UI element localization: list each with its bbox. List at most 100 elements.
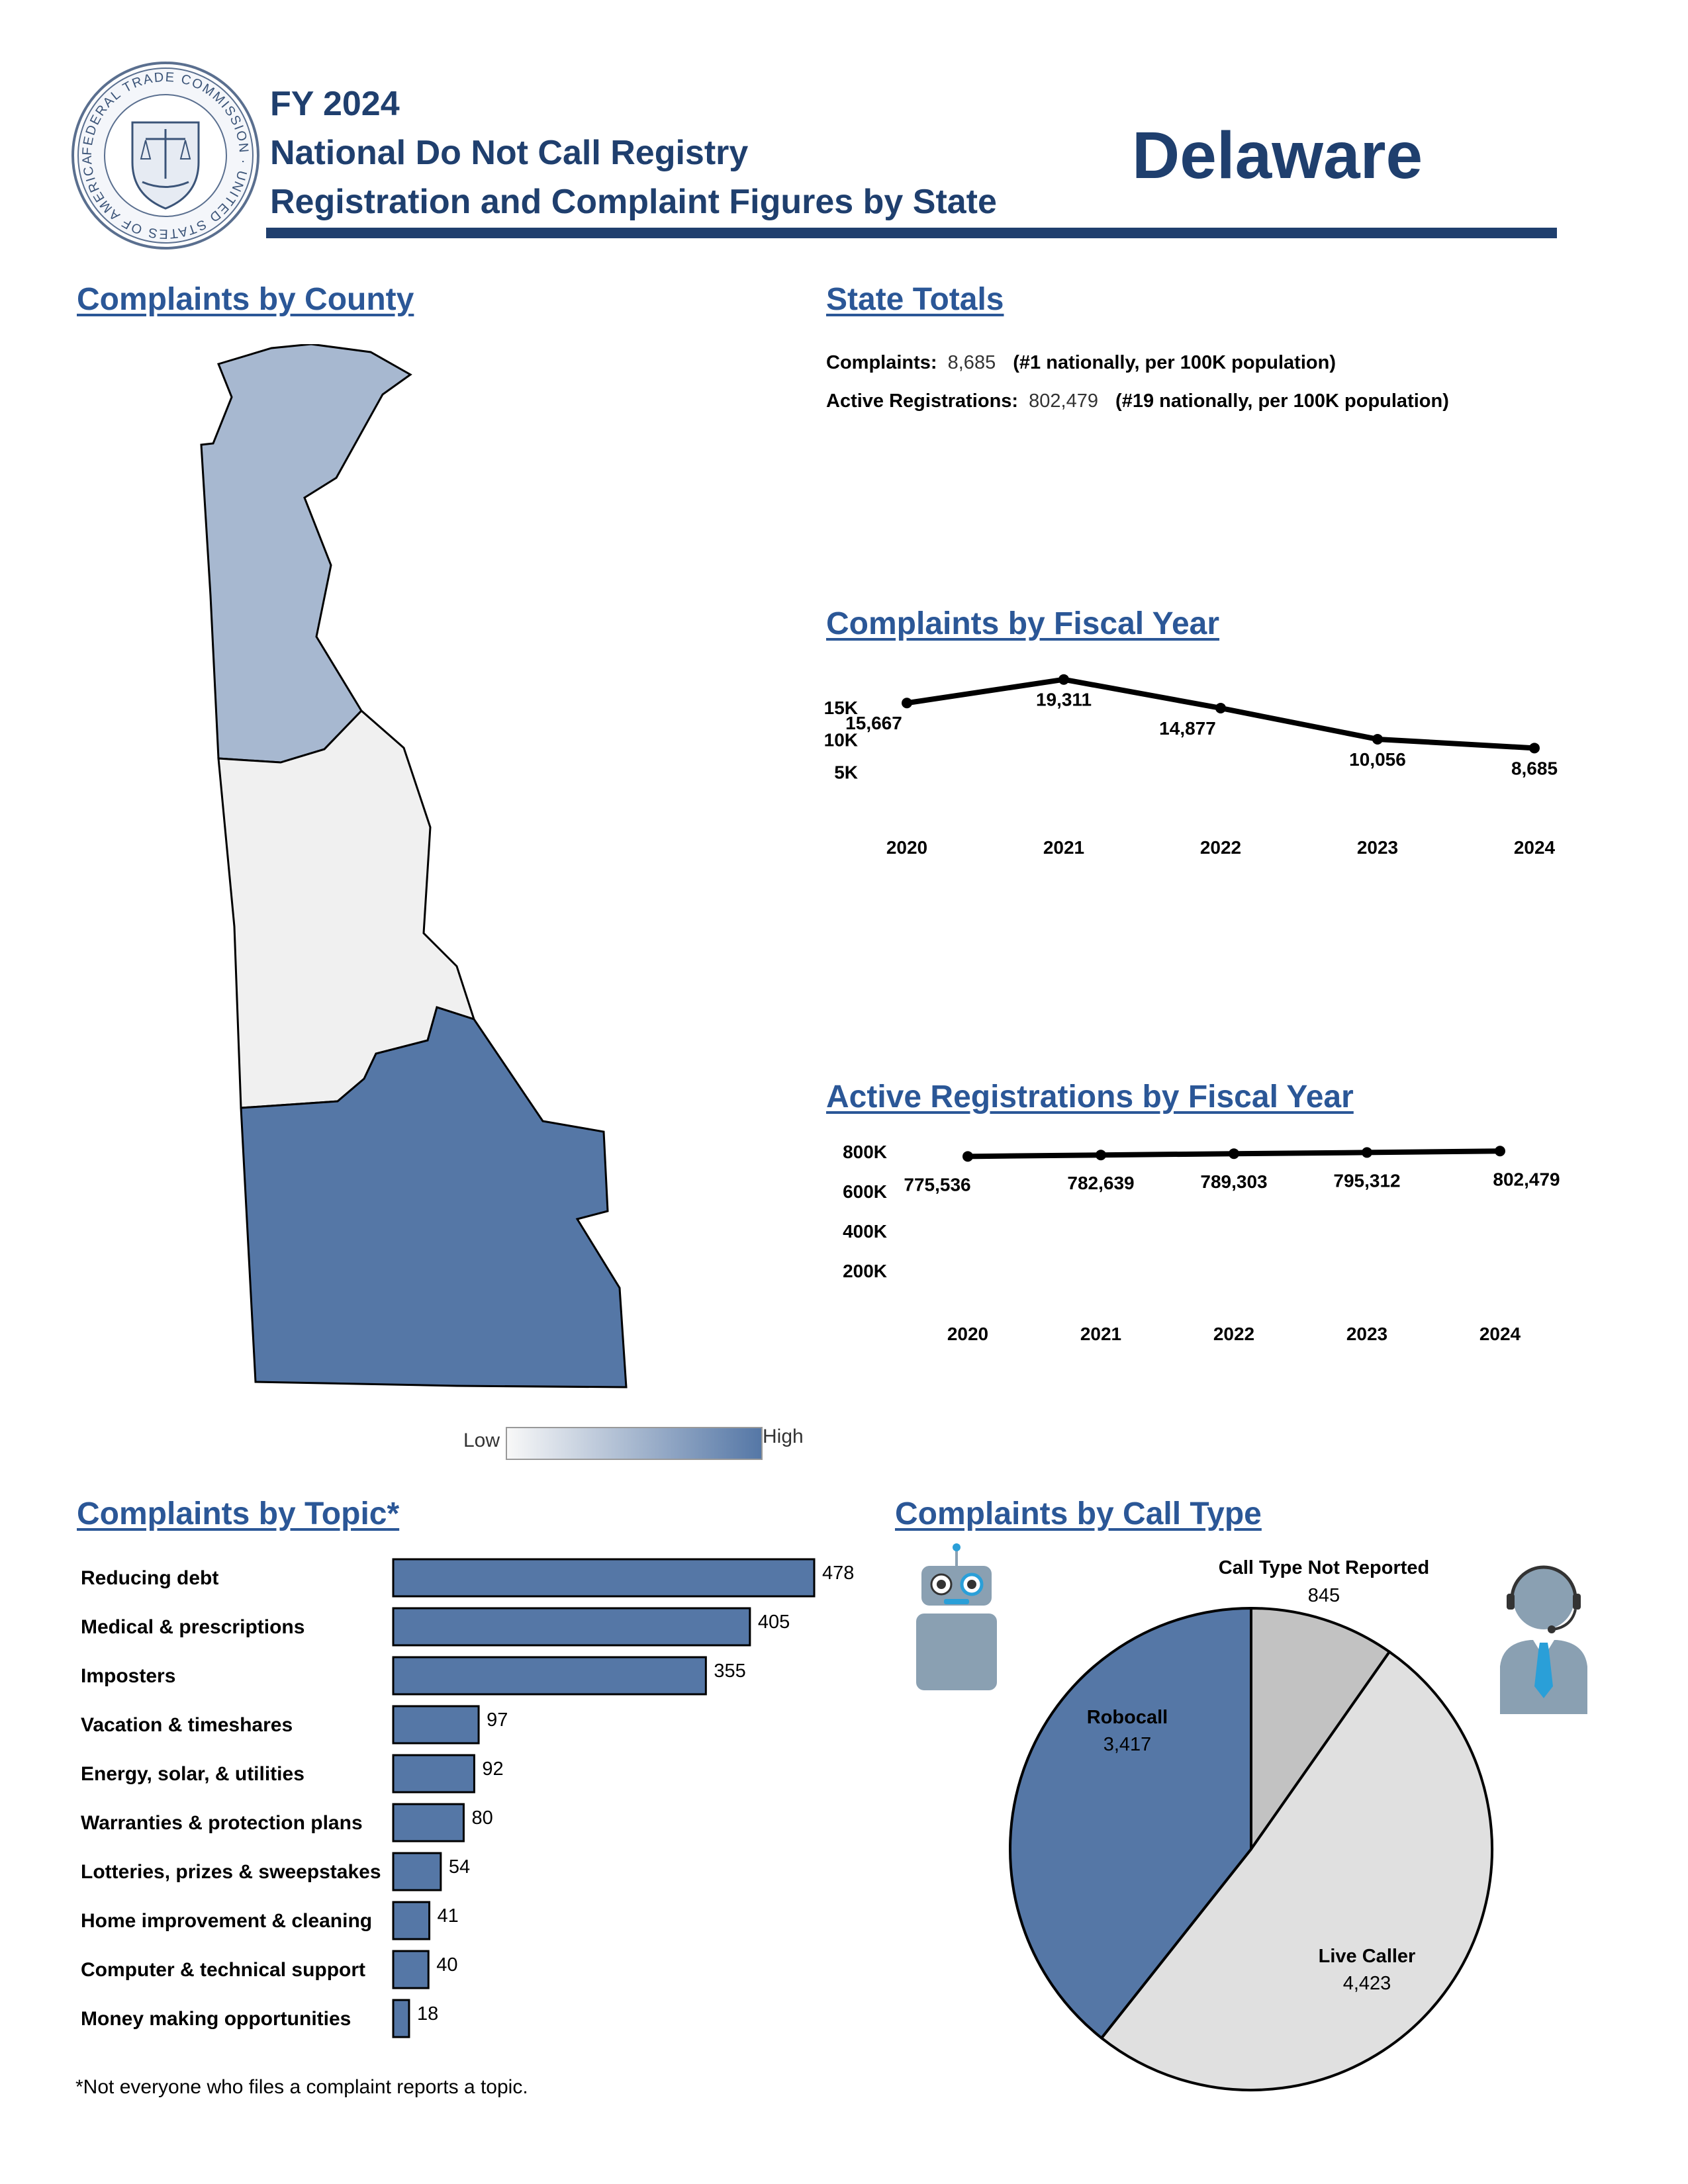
header-fy: FY 2024 — [270, 85, 400, 123]
topic-value: 92 — [482, 1758, 503, 1780]
complaints-total-line: Complaints: 8,685 (#1 nationally, per 10… — [826, 352, 1336, 374]
county-sussex — [240, 1006, 628, 1388]
data-point — [962, 1151, 973, 1162]
pie-label: Live Caller — [1319, 1946, 1416, 1967]
data-point — [1495, 1146, 1505, 1157]
pie-label: Robocall — [1087, 1707, 1168, 1728]
y-tick-label: 400K — [843, 1221, 887, 1242]
legend-low-label: Low — [463, 1430, 500, 1451]
topic-bar — [392, 1705, 480, 1745]
data-label: 782,639 — [1067, 1173, 1134, 1193]
y-tick-label: 10K — [824, 730, 858, 751]
registrations-total-value: 802,479 — [1029, 390, 1098, 412]
topic-value: 97 — [487, 1709, 508, 1731]
calltype-section-title: Complaints by Call Type — [895, 1496, 1262, 1531]
pie-label: Call Type Not Reported — [1219, 1557, 1430, 1578]
topic-bar — [392, 1803, 465, 1843]
topic-label: Medical & prescriptions — [81, 1616, 305, 1638]
data-label: 19,311 — [1036, 690, 1092, 710]
state-totals-title: State Totals — [826, 282, 1004, 317]
topic-value: 405 — [758, 1612, 790, 1633]
data-label: 10,056 — [1349, 749, 1406, 770]
topic-section-title: Complaints by Topic* — [77, 1496, 399, 1532]
topic-value: 478 — [822, 1563, 854, 1584]
x-tick-label: 2022 — [1200, 837, 1241, 858]
pie-value: 845 — [1308, 1585, 1340, 1606]
data-point — [1058, 674, 1069, 685]
topic-label: Imposters — [81, 1665, 175, 1687]
x-tick-label: 2021 — [1043, 837, 1084, 858]
county-section-title: Complaints by County — [77, 282, 414, 317]
topic-value: 40 — [436, 1954, 457, 1976]
data-label: 775,536 — [904, 1174, 970, 1195]
county-new-castle — [200, 343, 412, 764]
pie-value: 4,423 — [1343, 1973, 1391, 1994]
legend-gradient — [506, 1427, 763, 1460]
data-label: 789,303 — [1200, 1171, 1267, 1192]
calltype-pie-chart: Call Type Not Reported 845 Live Caller 4,42… — [993, 1549, 1542, 2105]
topic-label: Lotteries, prizes & sweepstakes — [81, 1861, 381, 1883]
topic-bar — [392, 1754, 475, 1794]
registrations-total-line: Active Registrations: 802,479 (#19 natio… — [826, 390, 1449, 412]
data-label: 795,312 — [1333, 1170, 1400, 1191]
y-tick-label: 200K — [843, 1261, 887, 1281]
complaints-total-value: 8,685 — [947, 352, 996, 373]
data-point — [1529, 743, 1540, 754]
topic-value: 355 — [714, 1661, 745, 1682]
topic-label: Energy, solar, & utilities — [81, 1763, 305, 1785]
registrations-total-label: Active Registrations: — [826, 390, 1019, 412]
topic-bar — [392, 1852, 442, 1891]
topic-bar — [392, 1558, 816, 1598]
data-point — [1096, 1150, 1106, 1161]
header-subtitle: Registration and Complaint Figures by St… — [270, 183, 997, 221]
registrations-total-rank: (#19 nationally, per 100K population) — [1115, 390, 1449, 412]
data-label: 15,667 — [845, 713, 902, 733]
registrations-year-title: Active Registrations by Fiscal Year — [826, 1079, 1354, 1115]
ftc-seal: FEDERAL TRADE COMMISSION · UNITED STATES… — [64, 48, 261, 251]
live-caller-icon — [1497, 1561, 1590, 1719]
pie-slice-live-caller — [1100, 1650, 1493, 2091]
pie-slice-not-reported — [1250, 1606, 1391, 1854]
header-rule — [266, 228, 1557, 238]
y-tick-label: 5K — [834, 762, 858, 782]
topic-title-asterisk: * — [387, 1496, 400, 1531]
topic-bar — [392, 1656, 707, 1696]
data-point — [902, 698, 912, 709]
data-label: 8,685 — [1511, 758, 1558, 778]
header-registry: National Do Not Call Registry — [270, 134, 749, 172]
county-map — [192, 343, 642, 1390]
x-tick-label: 2022 — [1213, 1324, 1254, 1344]
registrations-year-chart: 200K 400K 600K 800K 775,536 2020 782,639 2021 78… — [821, 1132, 1589, 1357]
complaints-total-label: Complaints: — [826, 352, 937, 373]
topic-value: 54 — [449, 1856, 470, 1878]
complaints-year-title: Complaints by Fiscal Year — [826, 606, 1220, 641]
topic-bar — [392, 1999, 410, 2038]
complaints-total-rank: (#1 nationally, per 100K population) — [1013, 352, 1336, 373]
data-point — [1362, 1147, 1372, 1158]
data-point — [1372, 733, 1383, 745]
topic-label: Computer & technical support — [81, 1959, 365, 1981]
topic-value: 18 — [417, 2003, 438, 2025]
x-tick-label: 2023 — [1357, 837, 1398, 858]
topic-bar — [392, 1607, 751, 1647]
topic-label: Vacation & timeshares — [81, 1714, 293, 1736]
topic-label: Warranties & protection plans — [81, 1812, 363, 1834]
x-tick-label: 2024 — [1514, 837, 1556, 858]
y-tick-label: 600K — [843, 1181, 887, 1202]
topic-label: Money making opportunities — [81, 2008, 351, 2030]
pie-value: 3,417 — [1103, 1734, 1152, 1755]
x-tick-label: 2024 — [1479, 1324, 1521, 1344]
data-label: 802,479 — [1493, 1169, 1560, 1189]
data-label: 14,877 — [1159, 718, 1216, 739]
robot-icon — [907, 1542, 1006, 1694]
series-line — [906, 676, 1535, 751]
y-tick-label: 15K — [824, 698, 858, 718]
x-tick-label: 2021 — [1080, 1324, 1121, 1344]
topic-label: Reducing debt — [81, 1567, 218, 1589]
x-tick-label: 2020 — [947, 1324, 988, 1344]
state-name: Delaware — [1132, 118, 1423, 193]
data-point — [1229, 1148, 1239, 1160]
topic-bar — [392, 1901, 431, 1940]
topic-bar-chart: Reducing debt 478 Medical & prescriptions 4… — [73, 1549, 867, 2052]
legend-high-label: High — [763, 1426, 804, 1447]
